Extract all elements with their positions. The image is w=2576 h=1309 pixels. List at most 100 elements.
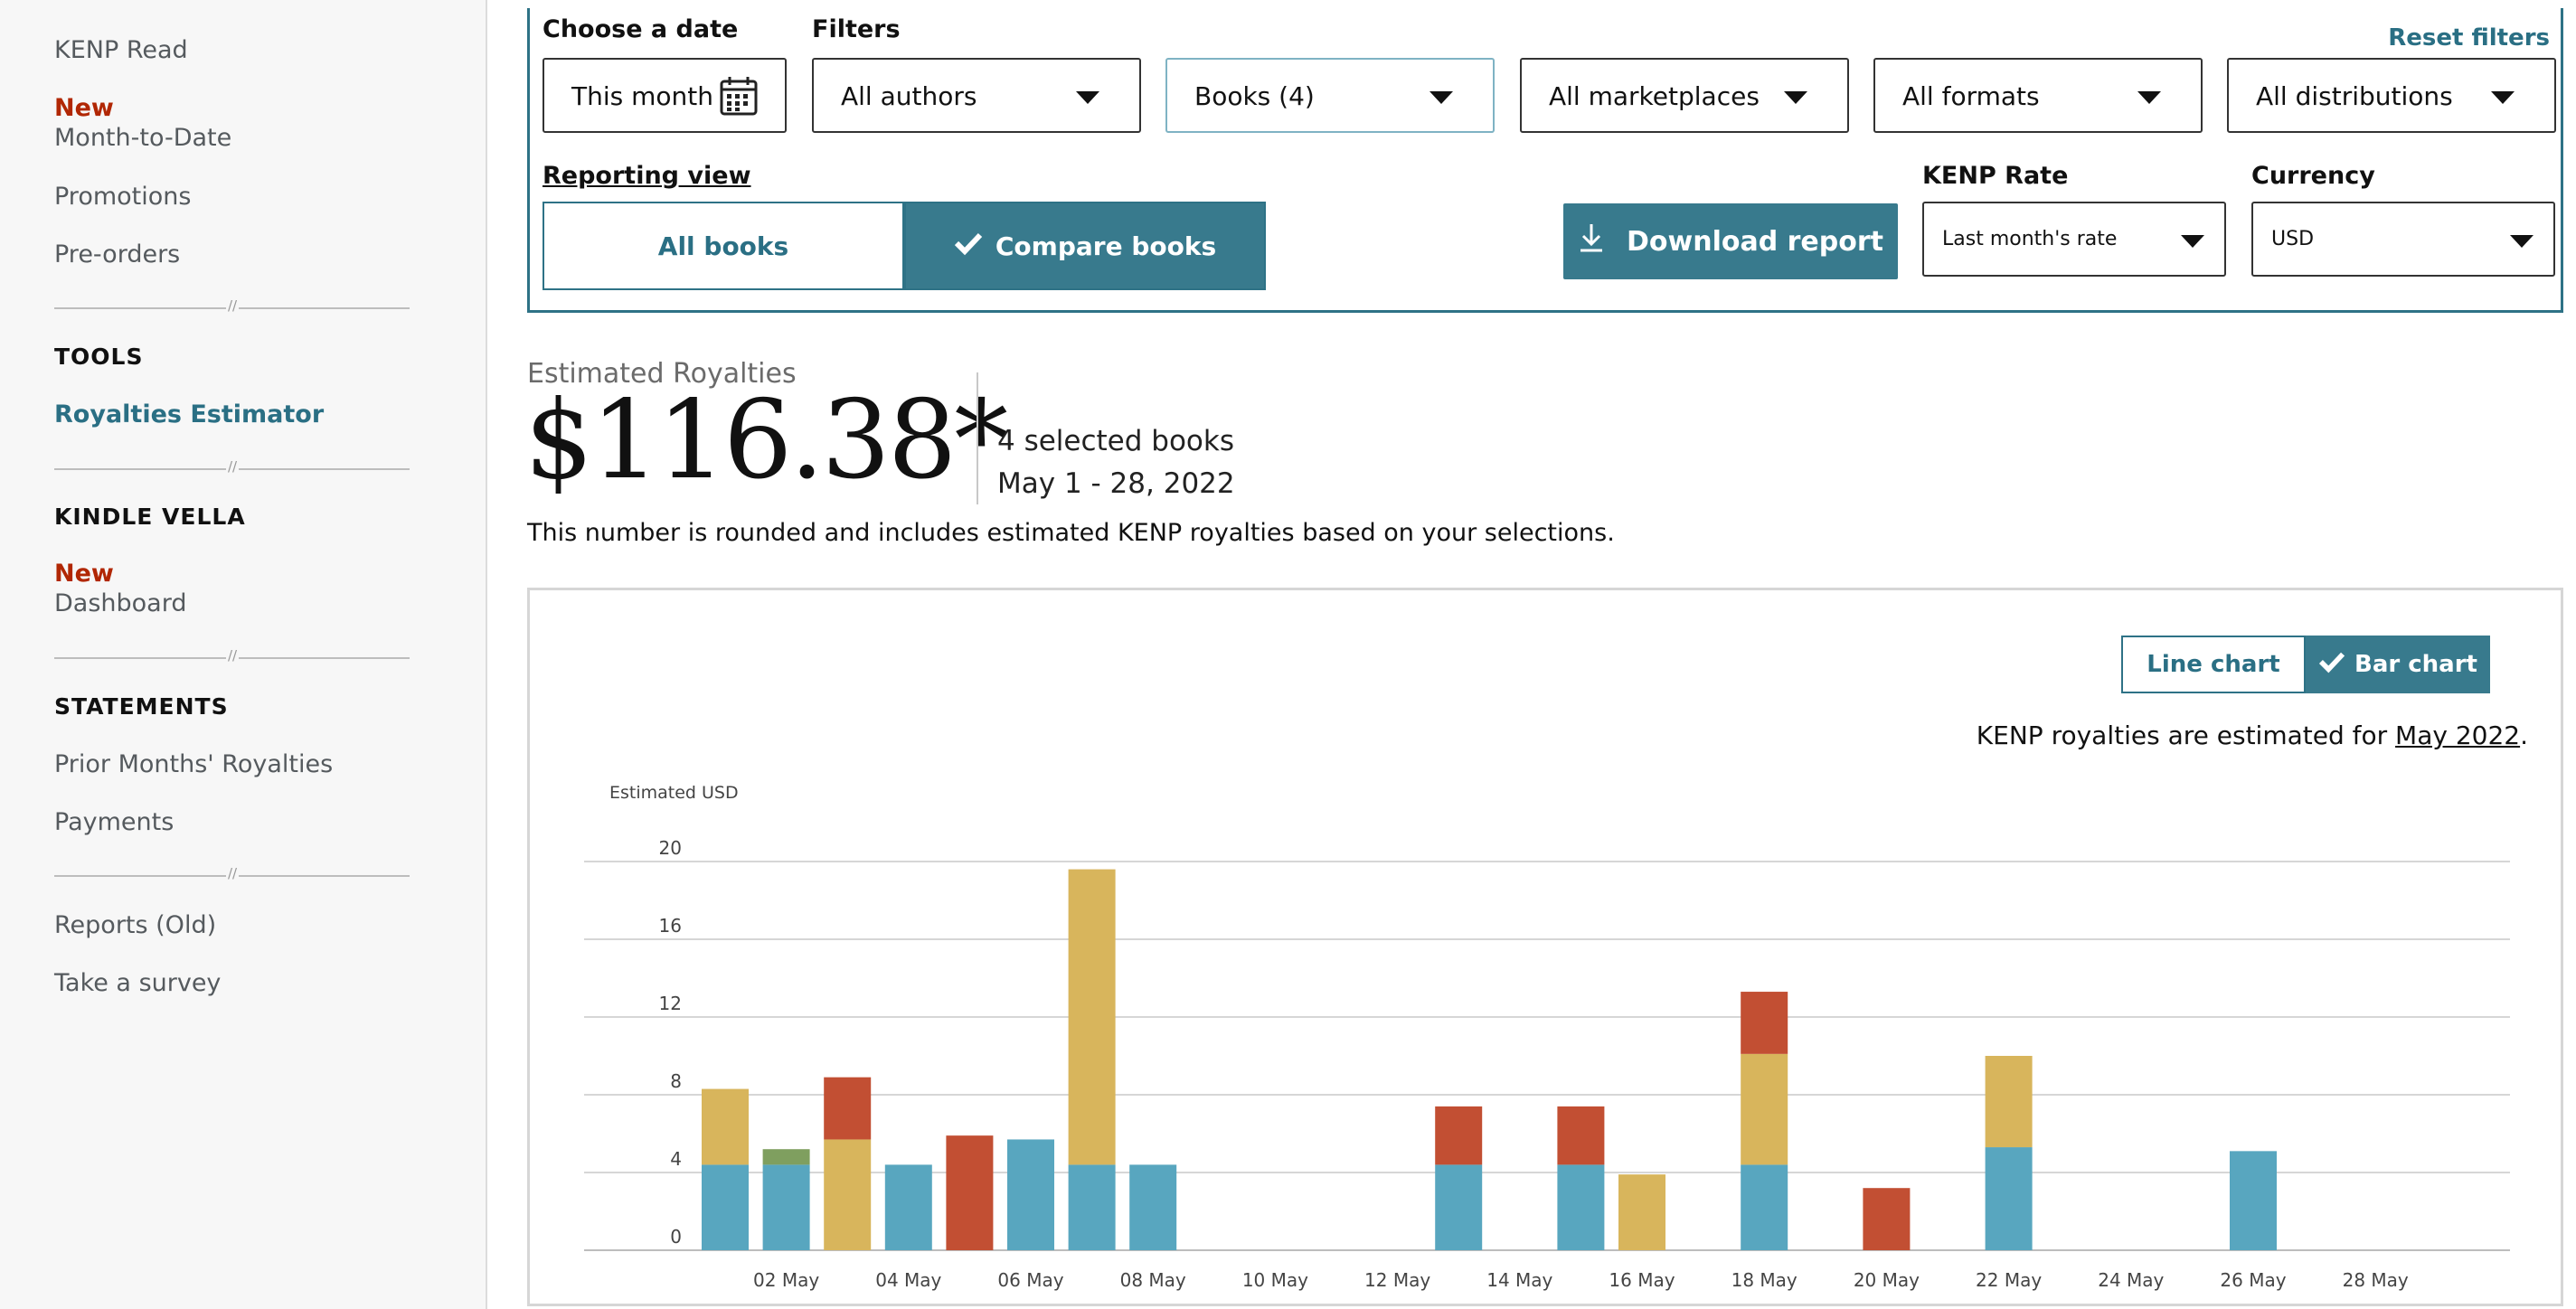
x-tick-label: 12 May [1364,1269,1430,1291]
distributions-dropdown-value: All distributions [2256,81,2453,111]
chart-bar [1435,1164,1483,1250]
chart-bar [702,1164,749,1250]
y-tick-label: 16 [659,915,682,937]
new-badge-vella: New [54,560,114,588]
calendar-icon [720,76,758,122]
sidebar-divider: // [54,458,410,475]
bar-chart-button[interactable]: Bar chart [2306,636,2490,693]
line-chart-button[interactable]: Line chart [2121,636,2306,693]
chart-bar [1435,1106,1483,1165]
x-tick-label: 24 May [2098,1269,2164,1291]
chart-bar [1557,1106,1605,1165]
currency-dropdown[interactable]: USD [2251,202,2555,277]
x-tick-label: 26 May [2220,1269,2286,1291]
marketplaces-dropdown[interactable]: All marketplaces [1520,58,1849,133]
kenp-estimate-note: KENP royalties are estimated for May 202… [1977,720,2528,750]
royalties-bar-chart: Estimated USD 0 4 8 12 16 20 02 May 04 May 06 May… [584,783,2510,1291]
y-tick-label: 4 [670,1148,682,1170]
chart-bar [824,1077,872,1140]
sidebar-item-take-survey[interactable]: Take a survey [54,969,222,997]
y-tick-label: 12 [659,993,682,1014]
date-picker-value: This month [571,81,713,111]
royalties-amount: $116.38* [524,378,1008,504]
filters-label: Filters [812,15,901,43]
x-tick-label: 06 May [997,1269,1063,1291]
chart-bar [1985,1147,2033,1250]
chevron-down-icon [1076,91,1099,104]
chart-bar [762,1164,810,1250]
date-range: May 1 - 28, 2022 [997,467,1235,500]
compare-books-label: Compare books [995,231,1217,261]
sidebar-item-promotions[interactable]: Promotions [54,183,192,211]
chart-bar [1741,1053,1788,1165]
chart-bar [1557,1164,1605,1250]
sidebar-heading-tools: TOOLS [54,344,144,370]
x-tick-label: 08 May [1120,1269,1186,1291]
sidebar-item-preorders[interactable]: Pre-orders [54,240,181,268]
x-tick-label: 22 May [1976,1269,2042,1291]
filter-panel: Choose a date Filters Reset filters This… [527,8,2563,313]
date-label: Choose a date [543,15,739,43]
summary-divider [977,372,978,504]
x-tick-label: 04 May [875,1269,941,1291]
x-tick-label: 14 May [1486,1269,1552,1291]
chart-bar [946,1135,994,1250]
x-tick-label: 02 May [753,1269,819,1291]
y-axis-label: Estimated USD [609,783,739,803]
x-tick-label: 28 May [2343,1269,2409,1291]
rounding-note: This number is rounded and includes esti… [527,519,1615,547]
sidebar-item-kenp-read[interactable]: KENP Read [54,36,188,64]
y-tick-label: 20 [659,837,682,859]
formats-dropdown[interactable]: All formats [1873,58,2203,133]
sidebar: KENP Read New Month-to-Date Promotions P… [0,0,487,1309]
distributions-dropdown[interactable]: All distributions [2227,58,2556,133]
chart-bar [1618,1174,1665,1250]
sidebar-item-dashboard[interactable]: Dashboard [54,589,187,617]
sidebar-item-prior-months[interactable]: Prior Months' Royalties [54,750,334,778]
download-report-label: Download report [1626,225,1883,258]
checkmark-icon [2318,650,2345,680]
chart-bar [1985,1056,2033,1148]
chart-bar [702,1088,749,1165]
authors-dropdown-value: All authors [841,81,977,111]
y-tick-label: 8 [670,1070,682,1092]
chevron-down-icon [2491,91,2515,104]
chevron-down-icon [2137,91,2161,104]
x-tick-label: 10 May [1242,1269,1308,1291]
chart-bar [1068,869,1116,1165]
sidebar-divider: // [54,647,410,664]
currency-value: USD [2271,228,2315,250]
sidebar-item-royalties-estimator[interactable]: Royalties Estimator [54,400,325,428]
all-books-button[interactable]: All books [543,202,904,290]
formats-dropdown-value: All formats [1902,81,2040,111]
reset-filters-link[interactable]: Reset filters [2388,24,2550,52]
sidebar-item-payments[interactable]: Payments [54,808,175,836]
sidebar-item-month-to-date[interactable]: Month-to-Date [54,124,232,152]
books-dropdown[interactable]: Books (4) [1165,58,1495,133]
chart-bar [762,1149,810,1165]
kenp-rate-dropdown[interactable]: Last month's rate [1922,202,2226,277]
chart-bar [1007,1139,1054,1250]
date-picker[interactable]: This month [543,58,787,133]
sidebar-divider: // [54,297,410,314]
chevron-down-icon [2510,235,2534,248]
kenp-note-period: . [2520,720,2528,750]
new-badge-mtd: New [54,94,114,122]
selected-books-count: 4 selected books [997,425,1235,457]
download-icon [1578,222,1605,260]
download-report-button[interactable]: Download report [1563,203,1898,279]
y-tick-label: 0 [670,1226,682,1248]
checkmark-icon [954,231,983,262]
authors-dropdown[interactable]: All authors [812,58,1141,133]
kenp-month-link[interactable]: May 2022 [2395,720,2521,750]
chart-bar [824,1139,872,1250]
sidebar-item-reports-old[interactable]: Reports (Old) [54,911,217,939]
chart-bar [1129,1164,1177,1250]
kenp-rate-label: KENP Rate [1922,162,2069,190]
compare-books-button[interactable]: Compare books [904,202,1266,290]
currency-label: Currency [2251,162,2375,190]
chevron-down-icon [2181,235,2204,248]
reporting-view-label[interactable]: Reporting view [543,162,751,190]
chart-bar [884,1164,932,1250]
chevron-down-icon [1430,91,1453,104]
